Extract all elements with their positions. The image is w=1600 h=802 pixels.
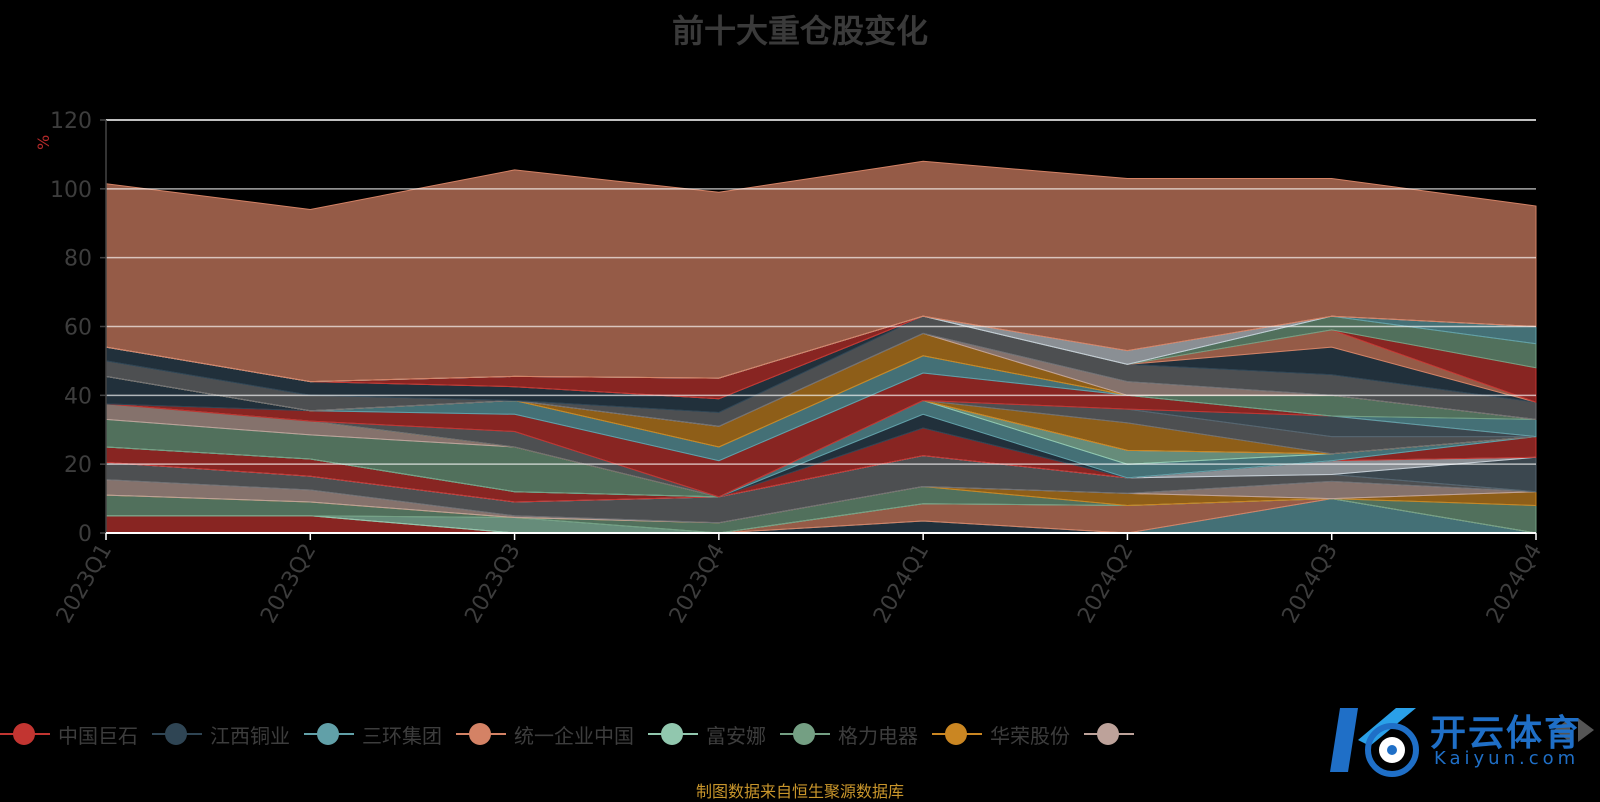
legend-marker-icon xyxy=(648,722,698,746)
legend-item[interactable] xyxy=(1084,722,1142,746)
legend-item[interactable]: 三环集团 xyxy=(304,720,442,749)
legend-marker-icon xyxy=(304,722,354,746)
legend-label: 统一企业中国 xyxy=(514,723,634,748)
legend-marker-icon xyxy=(780,722,830,746)
legend-dot-swatch xyxy=(1097,723,1119,745)
legend-marker-icon xyxy=(932,722,982,746)
watermark-k-icon xyxy=(1330,708,1419,777)
legend-dot-swatch xyxy=(661,723,683,745)
x-tick-label: 2023Q2 xyxy=(256,540,321,628)
gridlines xyxy=(106,119,1536,465)
legend-item[interactable]: 格力电器 xyxy=(780,720,918,749)
y-tick-label: 20 xyxy=(64,453,92,478)
legend-item[interactable]: 中国巨石 xyxy=(0,720,138,749)
y-tick-label: 60 xyxy=(64,316,92,341)
legend-dot-swatch xyxy=(317,723,339,745)
legend-label: 华荣股份 xyxy=(990,723,1070,748)
legend-label: 格力电器 xyxy=(838,723,918,748)
x-axis-ticks: 2023Q1 2023Q2 2023Q3 2023Q4 2024Q1 2024Q2 2024… xyxy=(52,533,1547,628)
x-tick-label: 2023Q3 xyxy=(460,540,525,628)
y-tick-label: 100 xyxy=(50,178,92,203)
legend-prev-arrow-icon[interactable] xyxy=(1554,718,1570,742)
legend-dot-swatch xyxy=(793,723,815,745)
legend-item[interactable]: 富安娜 xyxy=(648,720,766,749)
legend-pagination xyxy=(1554,718,1594,742)
legend-label: 三环集团 xyxy=(362,723,442,748)
legend-marker-icon xyxy=(0,722,50,746)
legend-label: 江西铜业 xyxy=(210,723,290,748)
legend-dot-swatch xyxy=(945,723,967,745)
y-tick-label: 80 xyxy=(64,247,92,272)
legend-item[interactable]: 统一企业中国 xyxy=(456,720,634,749)
y-tick-label: 0 xyxy=(78,522,92,547)
watermark-logo: 开云体育 Kaiyun.com xyxy=(1318,702,1600,780)
x-tick-label: 2024Q3 xyxy=(1278,540,1343,628)
legend-label: 中国巨石 xyxy=(58,723,138,748)
legend-next-arrow-icon[interactable] xyxy=(1578,718,1594,742)
legend-dot-swatch xyxy=(469,723,491,745)
legend-marker-icon xyxy=(456,722,506,746)
x-tick-label: 2024Q2 xyxy=(1073,540,1138,628)
watermark-title: 开云体育 xyxy=(1430,713,1583,754)
legend-dot-swatch xyxy=(165,723,187,745)
x-tick-label: 2023Q4 xyxy=(665,540,730,628)
y-tick-label: 40 xyxy=(64,384,92,409)
area-series-group xyxy=(105,160,1537,534)
x-tick-label: 2024Q1 xyxy=(869,540,934,628)
y-axis-ticks: 0 20 40 60 80 100 120 xyxy=(50,109,106,547)
legend-marker-icon xyxy=(152,722,202,746)
watermark-subtitle: Kaiyun.com xyxy=(1434,748,1580,769)
legend-item[interactable]: 华荣股份 xyxy=(932,720,1070,749)
y-tick-label: 120 xyxy=(50,109,92,134)
x-tick-label: 2024Q4 xyxy=(1482,540,1547,628)
x-tick-label: 2023Q1 xyxy=(52,540,117,628)
legend-marker-icon xyxy=(1084,722,1134,746)
legend-dot-swatch xyxy=(13,723,35,745)
source-note: 制图数据来自恒生聚源数据库 xyxy=(695,782,904,801)
chart-title: 前十大重仓股变化 xyxy=(671,12,928,50)
legend-label: 富安娜 xyxy=(706,723,766,748)
legend-item[interactable]: 江西铜业 xyxy=(152,720,290,749)
chart-legend: 中国巨石 江西铜业 三环集团 统一企业中国 富安娜 格力电器 华荣股份 xyxy=(0,716,1600,752)
